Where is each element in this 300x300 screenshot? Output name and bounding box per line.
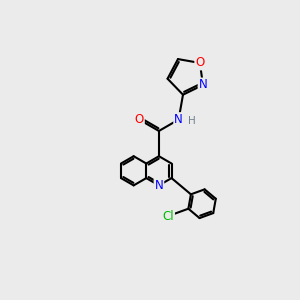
Text: H: H [188, 116, 196, 126]
Text: N: N [154, 179, 163, 192]
Text: O: O [195, 56, 205, 69]
Text: N: N [174, 113, 183, 126]
Text: O: O [135, 113, 144, 126]
Text: Cl: Cl [162, 209, 174, 223]
Text: N: N [199, 79, 207, 92]
